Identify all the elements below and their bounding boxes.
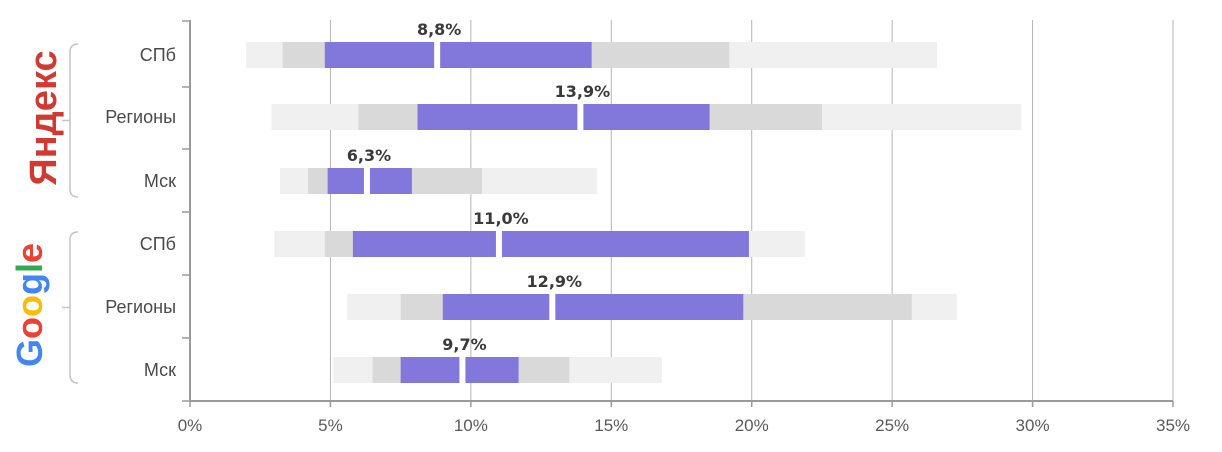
- brand-google-label: Google: [9, 243, 50, 367]
- median-label: 13,9%: [555, 82, 611, 101]
- x-tick-label: 35%: [1156, 416, 1190, 435]
- brand-google-letter: l: [9, 263, 50, 273]
- median-label: 6,3%: [347, 146, 391, 165]
- brand-google-letter: e: [9, 243, 50, 263]
- median-marker: [495, 230, 502, 258]
- x-tick-label: 10%: [454, 416, 488, 435]
- x-tick-label: 30%: [1016, 416, 1050, 435]
- category-label: Мск: [144, 171, 176, 191]
- range-core-bar: [324, 42, 592, 68]
- median-label: 12,9%: [527, 272, 583, 291]
- median-label: 9,7%: [442, 335, 486, 354]
- category-label: Регионы: [105, 297, 176, 317]
- brand-google-letter: o: [9, 317, 50, 339]
- median-marker: [459, 356, 466, 384]
- median-marker: [549, 293, 556, 321]
- category-label: СПб: [140, 234, 176, 254]
- category-label: Мск: [144, 360, 176, 380]
- group-bracket: [69, 43, 79, 198]
- range-core-bar: [442, 294, 744, 320]
- median-label: 8,8%: [417, 20, 461, 39]
- x-tick-label: 25%: [875, 416, 909, 435]
- median-label: 11,0%: [473, 209, 529, 228]
- group-bracket: [69, 231, 79, 384]
- range-core-bar: [417, 104, 710, 130]
- brand-labels: Яндекс Google: [9, 50, 66, 367]
- x-tick-label: 5%: [318, 416, 343, 435]
- median-marker: [434, 41, 441, 69]
- category-label: Регионы: [105, 107, 176, 127]
- brand-google-letter: G: [9, 339, 50, 367]
- brand-google-letter: g: [9, 273, 50, 295]
- range-core-bar: [352, 231, 749, 257]
- grid-lines: [62, 20, 1174, 407]
- x-tick-label: 20%: [735, 416, 769, 435]
- bars: [246, 41, 1022, 384]
- x-tick-label: 0%: [178, 416, 203, 435]
- median-marker: [577, 103, 584, 131]
- brand-google-letter: o: [9, 295, 50, 317]
- median-marker: [363, 167, 370, 195]
- labels: 0% 5% 10% 15% 20% 25% 30% 35% 8,8% СПб 13,9% Регион…: [105, 20, 1190, 435]
- x-tick-label: 15%: [594, 416, 628, 435]
- category-label: СПб: [140, 45, 176, 65]
- brand-yandex-label: Яндекс: [23, 50, 65, 185]
